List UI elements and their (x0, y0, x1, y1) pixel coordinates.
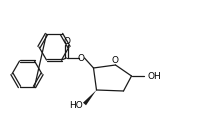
Text: O: O (63, 37, 70, 46)
Text: O: O (112, 56, 119, 65)
Text: O: O (77, 54, 84, 63)
Text: OH: OH (147, 72, 161, 81)
Polygon shape (83, 90, 97, 105)
Text: HO: HO (69, 101, 83, 110)
